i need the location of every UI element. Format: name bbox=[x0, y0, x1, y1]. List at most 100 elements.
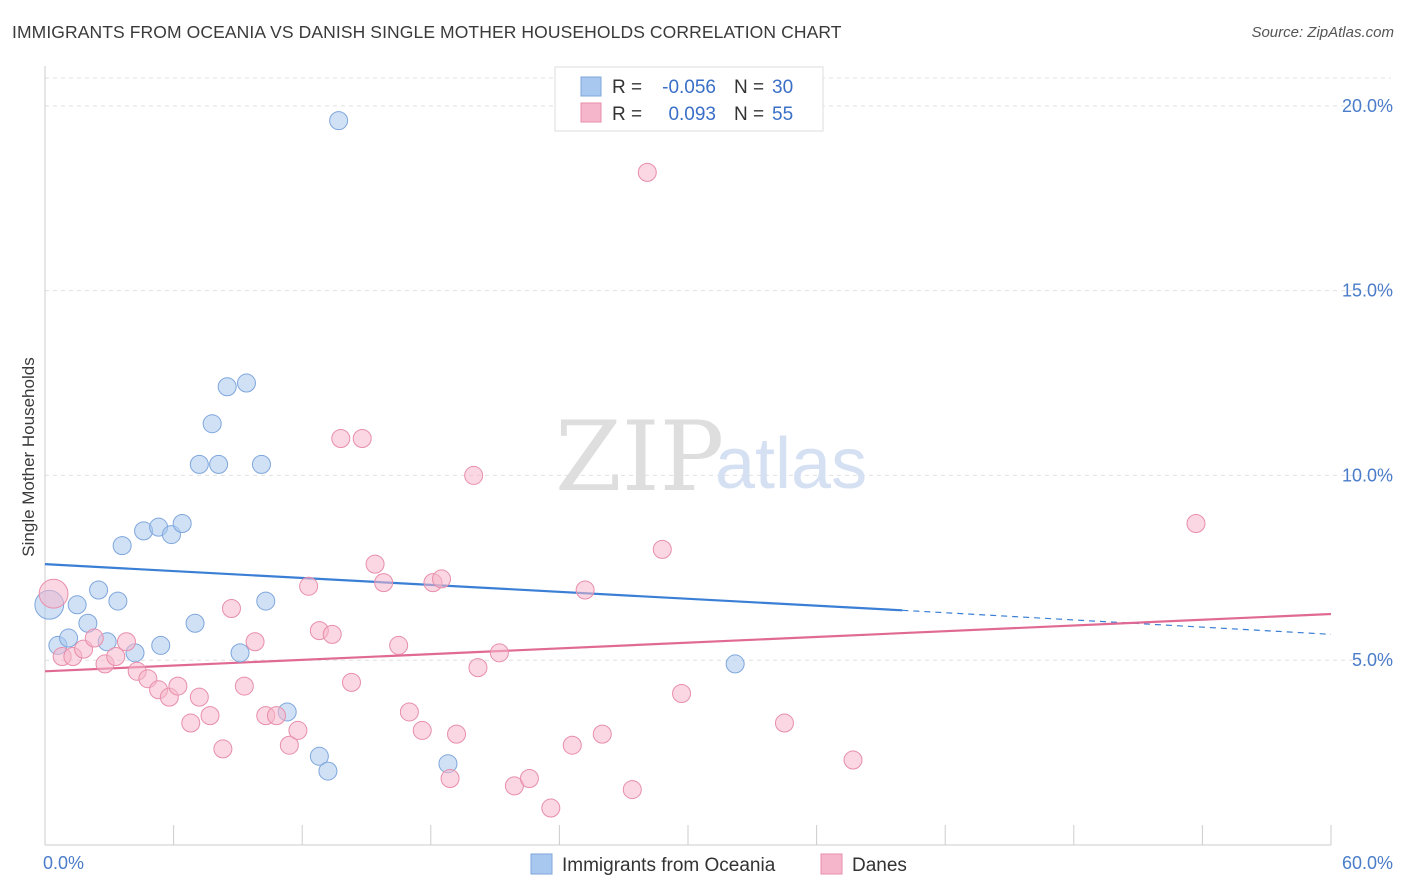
data-points bbox=[34, 111, 1206, 818]
bottom-legend-swatch-danes bbox=[820, 853, 843, 875]
bottom-legend-swatch-oceania bbox=[530, 853, 553, 875]
data-point-danes bbox=[38, 578, 69, 609]
data-point-danes bbox=[489, 643, 509, 663]
grid-lines bbox=[45, 77, 1391, 661]
trend-line-0 bbox=[44, 563, 903, 612]
data-point-oceania bbox=[318, 761, 338, 781]
data-point-danes bbox=[774, 713, 794, 733]
data-point-danes bbox=[374, 573, 394, 593]
data-point-oceania bbox=[202, 414, 222, 434]
data-point-danes bbox=[245, 632, 265, 652]
data-point-danes bbox=[299, 576, 319, 596]
data-point-danes bbox=[106, 647, 126, 667]
data-point-oceania bbox=[725, 654, 745, 674]
data-point-oceania bbox=[189, 454, 209, 474]
data-point-danes bbox=[672, 683, 692, 703]
data-point-danes bbox=[1186, 513, 1206, 533]
legend-r-value-1: -0.056 bbox=[662, 77, 716, 98]
data-point-oceania bbox=[112, 536, 132, 556]
watermark-atlas: atlas bbox=[715, 424, 867, 504]
data-point-danes bbox=[365, 554, 385, 574]
data-point-danes bbox=[389, 635, 409, 655]
data-point-oceania bbox=[172, 513, 192, 533]
data-point-danes bbox=[575, 580, 595, 600]
data-point-danes bbox=[279, 735, 299, 755]
data-point-danes bbox=[843, 750, 863, 770]
axes: 5.0% 10.0% 15.0% 20.0% 0.0% 60.0% bbox=[43, 66, 1393, 873]
data-point-danes bbox=[447, 724, 467, 744]
data-point-danes bbox=[84, 628, 104, 648]
y-tick-label: 15.0% bbox=[1342, 281, 1393, 301]
data-point-danes bbox=[412, 720, 432, 740]
data-point-danes bbox=[468, 658, 488, 678]
data-point-danes bbox=[168, 676, 188, 696]
legend-swatch-danes bbox=[580, 102, 602, 123]
data-point-oceania bbox=[89, 580, 109, 600]
chart-title: IMMIGRANTS FROM OCEANIA VS DANISH SINGLE… bbox=[12, 22, 842, 42]
data-point-danes bbox=[266, 706, 286, 726]
data-point-oceania bbox=[217, 377, 237, 397]
watermark-zip: ZIP bbox=[555, 401, 724, 513]
data-point-oceania bbox=[185, 613, 205, 633]
data-point-danes bbox=[637, 162, 657, 182]
legend-r-label-2: R = bbox=[612, 104, 642, 125]
data-point-danes bbox=[200, 706, 220, 726]
data-point-danes bbox=[181, 713, 201, 733]
data-point-oceania bbox=[67, 595, 87, 615]
legend-n-label-1: N = bbox=[734, 77, 764, 98]
data-point-danes bbox=[189, 687, 209, 707]
data-point-danes bbox=[652, 539, 672, 559]
data-point-danes bbox=[541, 798, 561, 818]
data-point-oceania bbox=[309, 746, 329, 766]
data-point-danes bbox=[622, 780, 642, 800]
data-point-danes bbox=[331, 428, 351, 448]
data-point-danes bbox=[399, 702, 419, 722]
legend-n-label-2: N = bbox=[734, 104, 764, 125]
source-label: Source: ZipAtlas.com bbox=[1251, 24, 1394, 41]
legend-r-label-1: R = bbox=[612, 77, 642, 98]
bottom-legend: Immigrants from Oceania Danes bbox=[530, 853, 907, 876]
data-point-danes bbox=[440, 768, 460, 788]
trend-lines bbox=[44, 563, 1332, 673]
data-point-oceania bbox=[209, 454, 229, 474]
watermark: ZIP atlas bbox=[555, 401, 867, 513]
data-point-oceania bbox=[151, 635, 171, 655]
data-point-danes bbox=[592, 724, 612, 744]
legend-r-value-2: 0.093 bbox=[668, 104, 716, 125]
x-tick-label-min: 0.0% bbox=[43, 853, 84, 873]
bottom-legend-oceania: Immigrants from Oceania bbox=[562, 855, 776, 876]
data-point-oceania bbox=[59, 628, 79, 648]
data-point-danes bbox=[213, 739, 233, 759]
data-point-danes bbox=[504, 776, 524, 796]
data-point-danes bbox=[432, 569, 452, 589]
data-point-danes bbox=[519, 768, 539, 788]
data-point-danes bbox=[116, 632, 136, 652]
legend-box: R = -0.056 N = 30 R = 0.093 N = 55 bbox=[554, 66, 824, 132]
data-point-danes bbox=[352, 428, 372, 448]
data-point-oceania bbox=[230, 643, 250, 663]
y-tick-label: 10.0% bbox=[1342, 465, 1393, 485]
x-tick-label-max: 60.0% bbox=[1342, 853, 1393, 873]
data-point-oceania bbox=[236, 373, 256, 393]
y-axis-label: Single Mother Households bbox=[19, 357, 38, 556]
trend-line-extension-0 bbox=[902, 609, 1332, 635]
legend-n-value-1: 30 bbox=[772, 77, 793, 98]
data-point-oceania bbox=[329, 111, 349, 131]
data-point-oceania bbox=[251, 454, 271, 474]
trend-line-1 bbox=[44, 612, 1332, 673]
legend-swatch-oceania bbox=[580, 76, 602, 97]
data-point-danes bbox=[464, 465, 484, 485]
data-point-danes bbox=[341, 672, 361, 692]
data-point-danes bbox=[322, 624, 342, 644]
y-tick-label: 5.0% bbox=[1352, 650, 1393, 670]
data-point-danes bbox=[562, 735, 582, 755]
legend-n-value-2: 55 bbox=[772, 104, 793, 125]
data-point-danes bbox=[221, 598, 241, 618]
data-point-oceania bbox=[256, 591, 276, 611]
data-point-danes bbox=[288, 720, 308, 740]
data-point-oceania bbox=[108, 591, 128, 611]
data-point-danes bbox=[234, 676, 254, 696]
y-tick-label: 20.0% bbox=[1342, 96, 1393, 116]
bottom-legend-danes: Danes bbox=[852, 855, 907, 876]
